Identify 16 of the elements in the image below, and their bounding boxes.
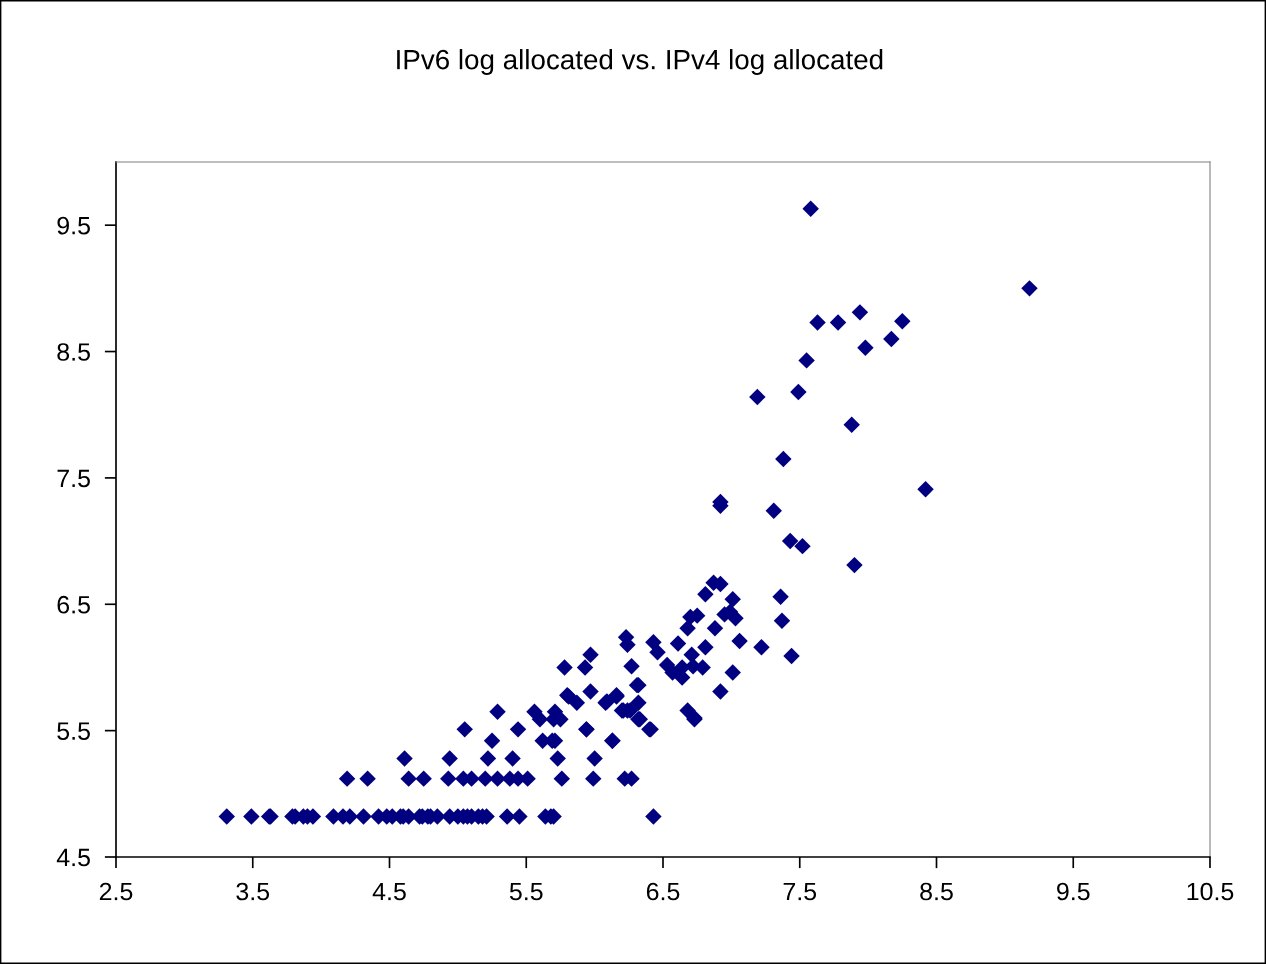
x-tick-label: 9.5 [1057, 882, 1090, 901]
y-tick-label: 7.5 [57, 469, 90, 488]
y-tick-label: 8.5 [57, 343, 90, 361]
x-tick-label: 8.5 [920, 882, 953, 901]
x-tick-label: 5.5 [509, 882, 543, 901]
y-tick-label: 9.5 [57, 216, 90, 235]
x-tick-label: 10.5 [1187, 882, 1234, 901]
x-tick-label: 2.5 [99, 882, 133, 901]
y-tick-label: 4.5 [56, 848, 90, 867]
x-tick-label: 4.5 [372, 882, 406, 901]
x-tick-label: 7.5 [783, 882, 817, 901]
x-tick-label: 3.5 [236, 882, 270, 901]
y-tick-label: 6.5 [57, 595, 90, 614]
x-tick-label: 6.5 [646, 882, 680, 901]
chart-title: IPv6 log allocated vs. IPv4 log allocated [397, 49, 883, 75]
y-tick-label: 5.5 [57, 722, 90, 740]
